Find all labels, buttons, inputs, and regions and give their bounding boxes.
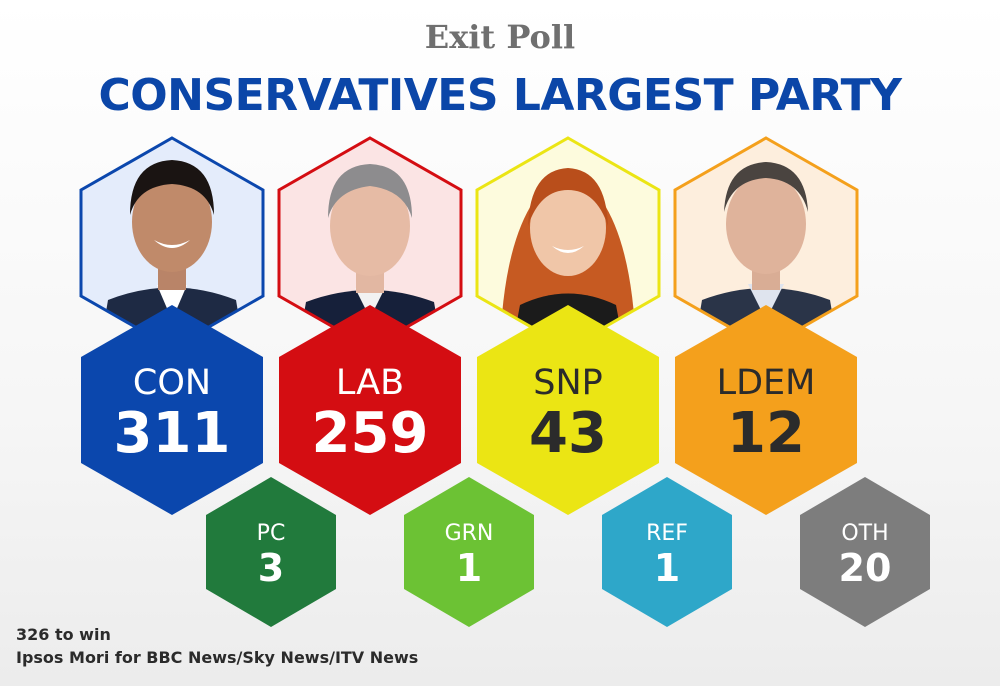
party-oth-seats: 20 (839, 546, 892, 590)
page-title: CONSERVATIVES LARGEST PARTY (98, 70, 902, 121)
party-pc-seats: 3 (258, 546, 284, 590)
party-ref: REF 1 (602, 477, 732, 627)
party-lab-code: LAB (336, 363, 404, 403)
party-snp: SNP 43 (477, 305, 659, 515)
party-pc: PC 3 (206, 477, 336, 627)
party-grn-code: GRN (445, 521, 494, 546)
party-pc-code: PC (257, 521, 286, 546)
party-grn-seats: 1 (456, 546, 482, 590)
party-grn: GRN 1 (404, 477, 534, 627)
party-ldem-seats: 12 (727, 401, 805, 466)
party-ref-seats: 1 (654, 546, 680, 590)
majority-note: 326 to win (16, 625, 111, 644)
party-con: CON 311 (81, 305, 263, 515)
party-lab: LAB 259 (279, 305, 461, 515)
party-con-code: CON (133, 363, 211, 403)
party-ldem: LDEM 12 (675, 305, 857, 515)
portrait-con (81, 138, 263, 348)
source-credit: Ipsos Mori for BBC News/Sky News/ITV New… (16, 648, 419, 667)
party-oth: OTH 20 (800, 477, 930, 627)
header-kicker: Exit Poll (424, 18, 576, 56)
party-snp-code: SNP (533, 363, 603, 403)
party-oth-code: OTH (841, 521, 888, 546)
party-ldem-code: LDEM (717, 363, 816, 403)
party-ref-code: REF (646, 521, 688, 546)
party-snp-seats: 43 (529, 401, 607, 466)
party-con-seats: 311 (114, 401, 231, 466)
party-lab-seats: 259 (312, 401, 429, 466)
